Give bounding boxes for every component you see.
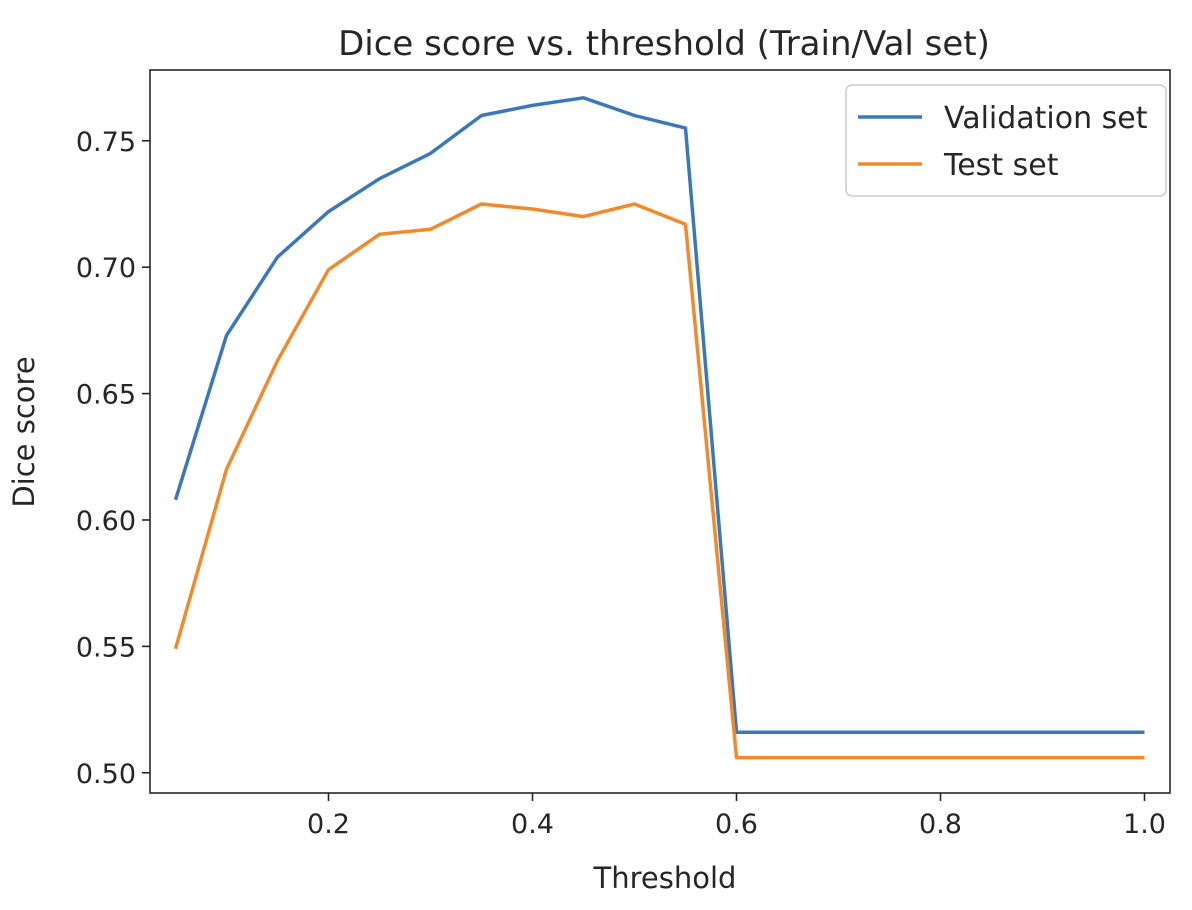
series-line-validation bbox=[173, 96, 1145, 735]
x-tick-label: 0.4 bbox=[511, 809, 554, 840]
y-tick-label: 0.70 bbox=[76, 253, 136, 284]
series-line-test bbox=[173, 202, 1145, 760]
legend: Validation set Test set bbox=[845, 84, 1167, 197]
x-tick-label: 0.6 bbox=[715, 809, 758, 840]
legend-box bbox=[845, 84, 1167, 197]
y-tick-label: 0.75 bbox=[76, 127, 136, 158]
x-tick-label: 1.0 bbox=[1123, 809, 1166, 840]
x-tick-label: 0.2 bbox=[307, 809, 350, 840]
y-axis: 0.50 0.55 0.60 0.65 0.70 0.75 bbox=[76, 127, 150, 790]
x-tick-label: 0.8 bbox=[919, 809, 962, 840]
y-tick-label: 0.65 bbox=[76, 380, 136, 411]
y-tick-label: 0.50 bbox=[76, 759, 136, 790]
legend-label-validation: Validation set bbox=[944, 101, 1148, 136]
plot-area bbox=[173, 96, 1145, 760]
legend-label-test: Test set bbox=[943, 148, 1059, 183]
y-axis-label: Dice score bbox=[7, 356, 41, 507]
x-axis-label: Threshold bbox=[593, 861, 737, 895]
y-tick-label: 0.55 bbox=[76, 632, 136, 663]
x-axis: 0.2 0.4 0.6 0.8 1.0 bbox=[307, 793, 1166, 840]
y-tick-label: 0.60 bbox=[76, 506, 136, 537]
chart-title: Dice score vs. threshold (Train/Val set) bbox=[338, 24, 990, 64]
plot-frame bbox=[149, 69, 1171, 794]
